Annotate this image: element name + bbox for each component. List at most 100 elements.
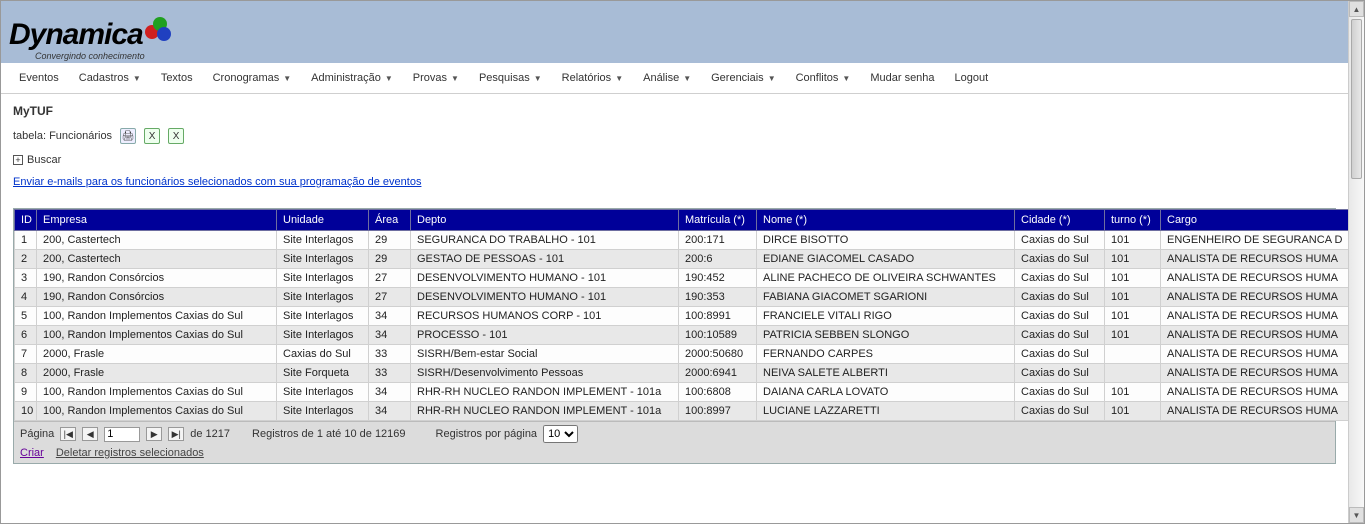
- buscar-label: Buscar: [27, 154, 61, 166]
- col-empresa[interactable]: Empresa: [37, 210, 277, 231]
- table-row[interactable]: 2200, CastertechSite Interlagos29GESTAO …: [15, 250, 1356, 269]
- buscar-expander[interactable]: +: [13, 155, 23, 165]
- table-row[interactable]: 4190, Randon ConsórciosSite Interlagos27…: [15, 288, 1356, 307]
- col-cidade[interactable]: Cidade (*): [1015, 210, 1105, 231]
- pager-range-label: Registros de 1 até 10 de 12169: [252, 428, 406, 440]
- pager-last-button[interactable]: ▶|: [168, 427, 184, 441]
- menu-mudar-senha[interactable]: Mudar senha: [862, 69, 942, 87]
- table-row[interactable]: 9100, Randon Implementos Caxias do SulSi…: [15, 383, 1356, 402]
- cell-cargo: ANALISTA DE RECURSOS HUMA: [1161, 383, 1356, 402]
- cell-id: 4: [15, 288, 37, 307]
- col-nome[interactable]: Nome (*): [757, 210, 1015, 231]
- pager-perpage-label: Registros por página: [436, 428, 538, 440]
- menu-label: Logout: [955, 72, 989, 84]
- menu-label: Provas: [413, 72, 447, 84]
- cell-turno: 101: [1105, 250, 1161, 269]
- cell-cidade: Caxias do Sul: [1015, 383, 1105, 402]
- pager-perpage-select[interactable]: 10: [543, 425, 578, 443]
- menu-cronogramas[interactable]: Cronogramas▼: [205, 69, 300, 87]
- cell-turno: [1105, 345, 1161, 364]
- cell-turno: 101: [1105, 231, 1161, 250]
- menu-eventos[interactable]: Eventos: [11, 69, 67, 87]
- table-row[interactable]: 5100, Randon Implementos Caxias do SulSi…: [15, 307, 1356, 326]
- cell-cargo: ANALISTA DE RECURSOS HUMA: [1161, 364, 1356, 383]
- cell-empresa: 100, Randon Implementos Caxias do Sul: [37, 326, 277, 345]
- menu-gerenciais[interactable]: Gerenciais▼: [703, 69, 784, 87]
- menu-pesquisas[interactable]: Pesquisas▼: [471, 69, 550, 87]
- col-matricula[interactable]: Matrícula (*): [679, 210, 757, 231]
- caret-icon: ▼: [283, 74, 291, 83]
- cell-depto: RHR-RH NUCLEO RANDON IMPLEMENT - 101a: [411, 402, 679, 421]
- menu-an-lise[interactable]: Análise▼: [635, 69, 699, 87]
- cell-turno: 101: [1105, 288, 1161, 307]
- caret-icon: ▼: [133, 74, 141, 83]
- cell-empresa: 2000, Frasle: [37, 364, 277, 383]
- send-emails-link[interactable]: Enviar e-mails para os funcionários sele…: [13, 176, 421, 188]
- table-row[interactable]: 72000, FrasleCaxias do Sul33SISRH/Bem-es…: [15, 345, 1356, 364]
- header-band: Dynamica Convergindo conhecimento: [1, 1, 1348, 63]
- menu-administra-o[interactable]: Administração▼: [303, 69, 401, 87]
- create-link[interactable]: Criar: [20, 447, 44, 459]
- scroll-up-arrow[interactable]: ▲: [1349, 1, 1364, 17]
- delete-selected-link[interactable]: Deletar registros selecionados: [56, 447, 204, 459]
- col-unidade[interactable]: Unidade: [277, 210, 369, 231]
- scroll-down-arrow[interactable]: ▼: [1349, 507, 1364, 523]
- pager-page-label: Página: [20, 428, 54, 440]
- table-row[interactable]: 3190, Randon ConsórciosSite Interlagos27…: [15, 269, 1356, 288]
- main-menubar: EventosCadastros▼TextosCronogramas▼Admin…: [1, 63, 1348, 94]
- col-depto[interactable]: Depto: [411, 210, 679, 231]
- cell-empresa: 190, Randon Consórcios: [37, 288, 277, 307]
- cell-id: 9: [15, 383, 37, 402]
- vertical-scrollbar[interactable]: ▲ ▼: [1348, 1, 1364, 523]
- brand-logo: Dynamica Convergindo conhecimento: [9, 17, 171, 63]
- caret-icon: ▼: [768, 74, 776, 83]
- menu-relat-rios[interactable]: Relatórios▼: [554, 69, 631, 87]
- menu-cadastros[interactable]: Cadastros▼: [71, 69, 149, 87]
- cell-depto: DESENVOLVIMENTO HUMANO - 101: [411, 269, 679, 288]
- cell-depto: PROCESSO - 101: [411, 326, 679, 345]
- col-cargo[interactable]: Cargo: [1161, 210, 1356, 231]
- caret-icon: ▼: [451, 74, 459, 83]
- cell-turno: 101: [1105, 402, 1161, 421]
- menu-provas[interactable]: Provas ▼: [405, 69, 467, 87]
- scroll-thumb[interactable]: [1351, 19, 1362, 179]
- print-icon[interactable]: 🖨: [120, 128, 136, 144]
- cell-id: 10: [15, 402, 37, 421]
- pager-next-button[interactable]: ▶: [146, 427, 162, 441]
- cell-matricula: 100:10589: [679, 326, 757, 345]
- cell-cargo: ENGENHEIRO DE SEGURANCA D: [1161, 231, 1356, 250]
- col-area[interactable]: Área: [369, 210, 411, 231]
- cell-cidade: Caxias do Sul: [1015, 364, 1105, 383]
- brand-name: Dynamica: [9, 18, 143, 52]
- cell-cargo: ANALISTA DE RECURSOS HUMA: [1161, 326, 1356, 345]
- pager-first-button[interactable]: |◀: [60, 427, 76, 441]
- cell-unidade: Site Interlagos: [277, 402, 369, 421]
- cell-turno: 101: [1105, 269, 1161, 288]
- cell-area: 27: [369, 288, 411, 307]
- cell-matricula: 100:8997: [679, 402, 757, 421]
- cell-cidade: Caxias do Sul: [1015, 288, 1105, 307]
- export-excel-all-icon[interactable]: X: [168, 128, 184, 144]
- cell-empresa: 100, Randon Implementos Caxias do Sul: [37, 307, 277, 326]
- col-id[interactable]: ID: [15, 210, 37, 231]
- table-row[interactable]: 1200, CastertechSite Interlagos29SEGURAN…: [15, 231, 1356, 250]
- col-turno[interactable]: turno (*): [1105, 210, 1161, 231]
- caret-icon: ▼: [615, 74, 623, 83]
- cell-unidade: Site Interlagos: [277, 288, 369, 307]
- pager-prev-button[interactable]: ◀: [82, 427, 98, 441]
- menu-logout[interactable]: Logout: [947, 69, 997, 87]
- cell-empresa: 100, Randon Implementos Caxias do Sul: [37, 383, 277, 402]
- table-row[interactable]: 6100, Randon Implementos Caxias do SulSi…: [15, 326, 1356, 345]
- cell-nome: EDIANE GIACOMEL CASADO: [757, 250, 1015, 269]
- table-row[interactable]: 10100, Randon Implementos Caxias do SulS…: [15, 402, 1356, 421]
- cell-cidade: Caxias do Sul: [1015, 307, 1105, 326]
- cell-area: 34: [369, 383, 411, 402]
- cell-turno: 101: [1105, 307, 1161, 326]
- export-excel-icon[interactable]: X: [144, 128, 160, 144]
- menu-textos[interactable]: Textos: [153, 69, 201, 87]
- menu-conflitos[interactable]: Conflitos▼: [788, 69, 859, 87]
- brand-tagline: Convergindo conhecimento: [35, 51, 145, 61]
- pager-page-input[interactable]: [104, 427, 140, 442]
- cell-matricula: 190:353: [679, 288, 757, 307]
- table-row[interactable]: 82000, FrasleSite Forqueta33SISRH/Desenv…: [15, 364, 1356, 383]
